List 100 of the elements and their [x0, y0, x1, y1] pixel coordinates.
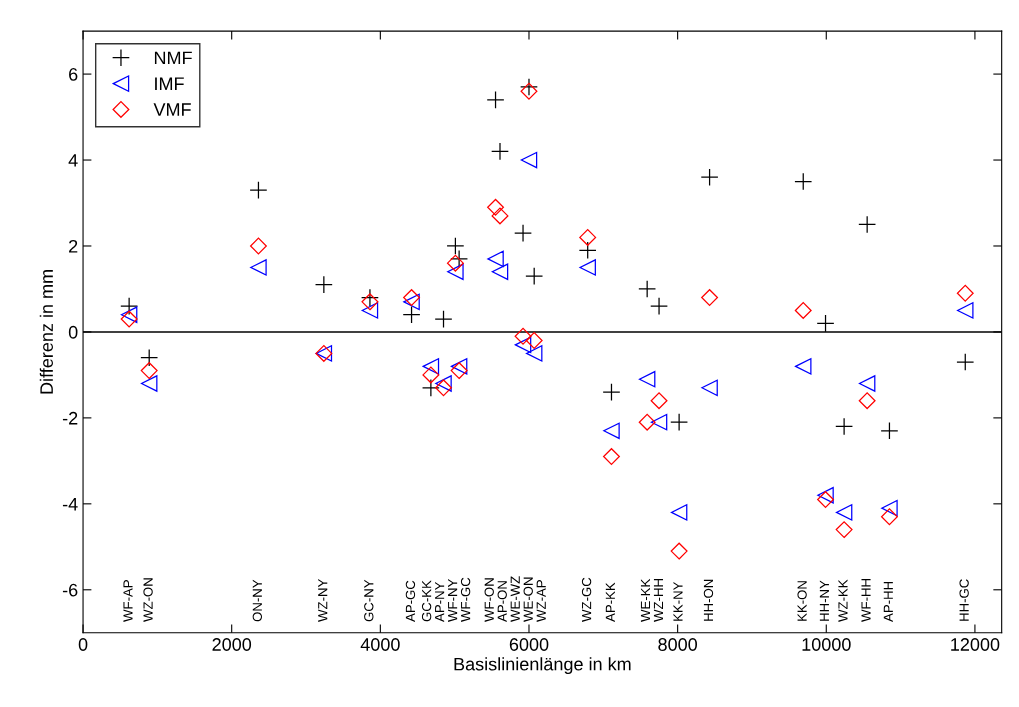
- point: [794, 358, 812, 375]
- point: [422, 358, 440, 375]
- x-tick-label: 2000: [212, 638, 252, 651]
- point: [140, 362, 158, 380]
- y-tick-label: 4: [68, 154, 78, 167]
- point: [525, 267, 544, 286]
- point: [638, 280, 657, 298]
- annotation: WZ-GC: [581, 577, 592, 622]
- point: [402, 305, 421, 324]
- point: [817, 491, 835, 509]
- point: [700, 168, 719, 187]
- point: [670, 542, 688, 560]
- legend-label: NMF: [154, 51, 192, 65]
- point: [403, 289, 421, 307]
- point: [486, 90, 505, 109]
- point: [120, 297, 139, 316]
- point: [403, 293, 420, 311]
- point: [491, 142, 509, 161]
- annotation: KK-NY: [673, 581, 683, 621]
- annotation: WZ-KK: [838, 579, 848, 622]
- y-tick-label: 2: [69, 239, 78, 253]
- point: [602, 383, 621, 402]
- point: [701, 379, 718, 397]
- point: [525, 345, 543, 362]
- annotation: AP-NY: [435, 581, 445, 622]
- x-tick-label: 0: [78, 638, 88, 651]
- x-tick-label: 12000: [951, 638, 1000, 651]
- annotation: WE-ON: [523, 577, 533, 622]
- point: [579, 259, 596, 276]
- point: [603, 448, 620, 466]
- point: [816, 314, 835, 333]
- y-axis-title: Differenz in mm: [39, 270, 54, 394]
- point: [881, 499, 898, 517]
- x-tick-label: 4000: [360, 638, 400, 651]
- point: [491, 207, 509, 225]
- legend-label: VMF: [153, 103, 191, 116]
- point: [835, 417, 854, 436]
- annotation: ON-NY: [252, 579, 262, 622]
- point: [249, 181, 268, 200]
- y-tick-label: -6: [62, 583, 78, 597]
- point: [858, 375, 876, 392]
- point: [956, 302, 974, 319]
- annotation: WF-HH: [861, 579, 871, 622]
- point: [360, 288, 379, 307]
- point: [670, 413, 689, 432]
- y-tick-label: -4: [62, 497, 78, 511]
- annotation: GC-KK: [421, 580, 432, 622]
- point: [422, 366, 440, 384]
- annotation: AP-GC: [405, 580, 416, 622]
- point: [450, 362, 468, 380]
- point: [650, 297, 669, 316]
- point: [880, 421, 899, 440]
- x-axis-title: Basislinienlänge in km: [454, 657, 631, 675]
- x-tick-label: 10000: [802, 638, 851, 651]
- point: [450, 249, 469, 268]
- point: [638, 413, 656, 431]
- point: [249, 237, 267, 255]
- y-tick-label: 0: [68, 325, 78, 339]
- annotation: WZ-NY: [318, 578, 328, 622]
- annotation: GC-NY: [364, 579, 374, 622]
- annotation: HH-GC: [959, 579, 969, 621]
- annotation: WF-GC: [460, 577, 471, 622]
- annotation: WF-AP: [123, 580, 133, 622]
- point: [514, 327, 532, 345]
- point: [120, 306, 138, 324]
- point: [487, 198, 505, 216]
- annotation: HH-ON: [703, 579, 714, 621]
- point: [435, 375, 452, 392]
- annotation: WF-ON: [484, 578, 494, 622]
- point: [450, 358, 468, 375]
- point: [446, 237, 465, 255]
- point: [578, 241, 597, 260]
- point: [140, 348, 159, 367]
- annotation: AP-KK: [605, 582, 615, 622]
- y-tick-label: 6: [69, 68, 78, 81]
- point: [491, 263, 509, 281]
- point: [670, 504, 688, 521]
- legend-label: IMF: [155, 77, 184, 90]
- point: [858, 392, 876, 410]
- annotation: WF-NY: [448, 578, 458, 622]
- point: [650, 413, 668, 431]
- point: [835, 521, 853, 539]
- point: [956, 353, 975, 371]
- point: [361, 302, 379, 319]
- point: [701, 289, 719, 307]
- point: [361, 293, 379, 311]
- point: [514, 224, 532, 243]
- annotation: KK-ON: [797, 581, 807, 621]
- point: [314, 275, 333, 294]
- point: [140, 375, 158, 392]
- point: [650, 392, 668, 410]
- annotation: AP-ON: [497, 581, 507, 622]
- point: [250, 259, 267, 276]
- point: [579, 228, 597, 246]
- annotation: WE-WZ: [510, 576, 520, 622]
- annotation: WE-KK: [640, 578, 651, 622]
- y-tick-label: -2: [62, 411, 78, 425]
- x-tick-label: 6000: [509, 638, 549, 651]
- point: [858, 215, 877, 234]
- point: [434, 310, 453, 329]
